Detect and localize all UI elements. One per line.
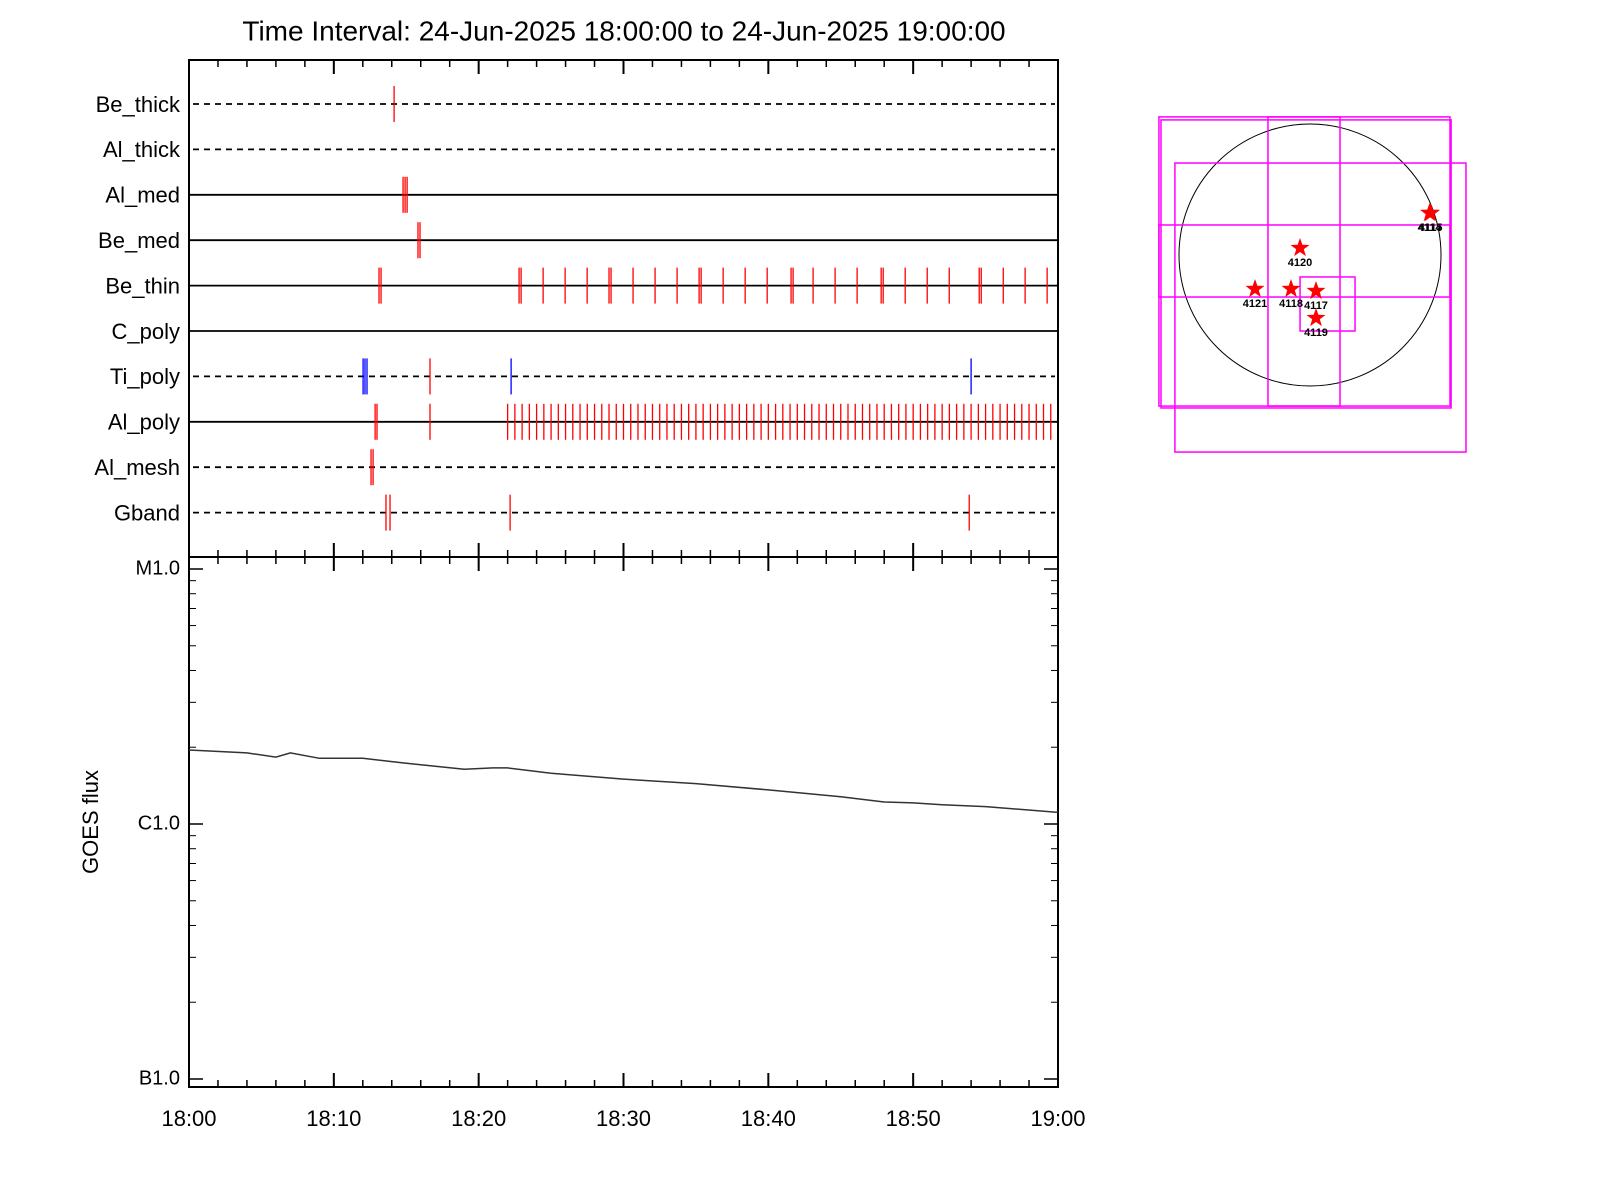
y-tick-label: M1.0 <box>136 557 180 579</box>
x-tick-label: 18:50 <box>886 1106 941 1131</box>
x-tick-label: 18:40 <box>741 1106 796 1131</box>
pointing-box <box>1267 116 1341 407</box>
region-label: 4115 <box>1419 222 1443 234</box>
row-label: Ti_poly <box>110 364 180 389</box>
region-label: 4119 <box>1304 327 1328 339</box>
pointing-box <box>1299 276 1356 332</box>
x-tick-label: 18:00 <box>161 1106 216 1131</box>
solar-disk <box>1178 123 1442 387</box>
chart-title: Time Interval: 24-Jun-2025 18:00:00 to 2… <box>242 15 1005 46</box>
row-label: Be_thin <box>105 273 180 298</box>
pointing-box <box>1158 224 1451 298</box>
region-star <box>1245 279 1265 298</box>
region-star <box>1290 238 1310 257</box>
y-axis-label: GOES flux <box>78 770 103 874</box>
row-label: Al_med <box>105 183 180 208</box>
row-label: Al_thick <box>103 137 181 162</box>
row-label: Gband <box>114 500 180 525</box>
region-label: 4120 <box>1288 257 1312 269</box>
row-label: C_poly <box>112 319 180 344</box>
region-star <box>1306 281 1326 300</box>
y-tick-label: C1.0 <box>138 812 180 834</box>
y-tick-label: B1.0 <box>139 1067 180 1089</box>
goes-frame <box>188 556 1059 1088</box>
pointing-box <box>1174 162 1467 453</box>
region-star <box>1306 308 1326 327</box>
x-tick-label: 18:10 <box>306 1106 361 1131</box>
x-tick-label: 19:00 <box>1030 1106 1085 1131</box>
row-label: Be_med <box>98 228 180 253</box>
region-star <box>1421 203 1441 222</box>
x-tick-label: 18:30 <box>596 1106 651 1131</box>
region-label: 4114 <box>1418 222 1443 234</box>
row-label: Be_thick <box>96 92 181 117</box>
pointing-box <box>1160 119 1452 409</box>
row-label: Al_poly <box>108 410 180 435</box>
goes-line <box>188 749 1059 814</box>
region-label: 4118 <box>1279 298 1303 310</box>
region-label: 4121 <box>1243 298 1267 310</box>
region-label: 4117 <box>1304 300 1328 312</box>
row-label: Al_mesh <box>94 455 180 480</box>
timeline-frame <box>188 59 1059 558</box>
x-tick-label: 18:20 <box>451 1106 506 1131</box>
region-star <box>1281 279 1301 298</box>
